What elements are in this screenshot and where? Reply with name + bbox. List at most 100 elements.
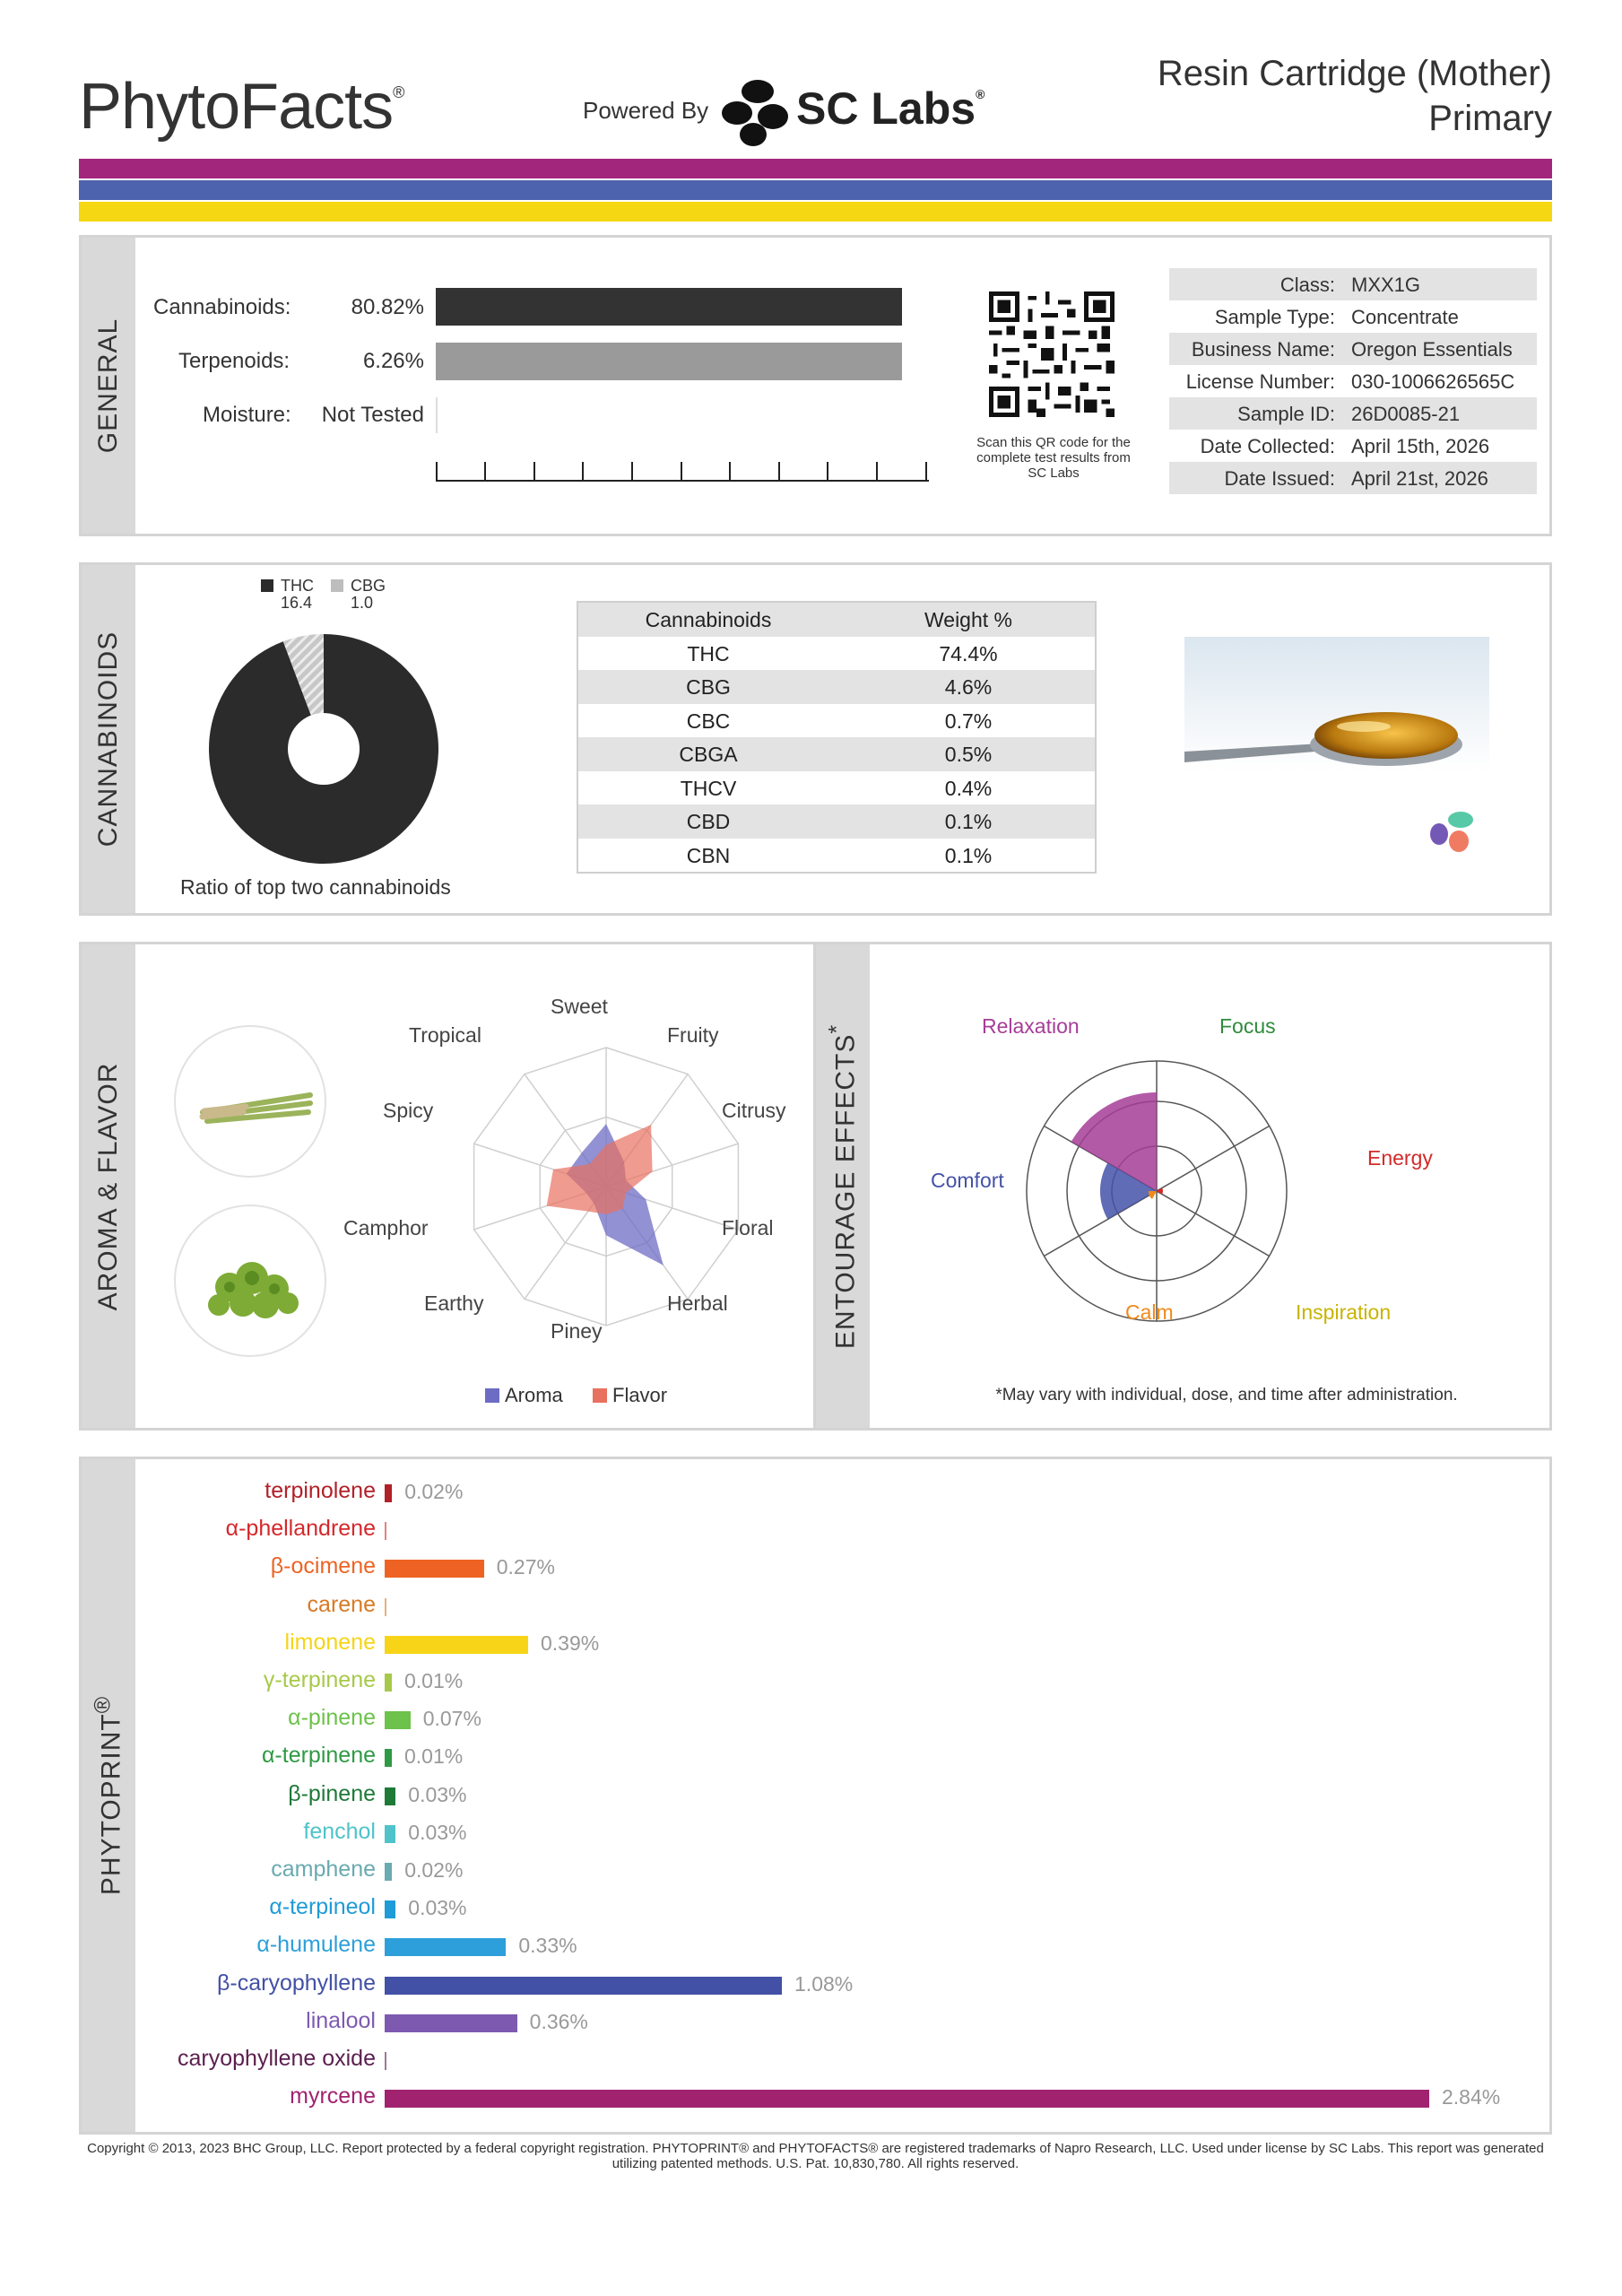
brand-mark: ® [393,83,404,101]
cannabinoids-label: Cannabinoids: [153,295,291,319]
terpene-bar [385,1938,507,1957]
terpene-name: terpinolene [265,1478,376,1503]
effects-tab: ENTOURAGE EFFECTS* [816,944,870,1428]
phytofacts-logo: PhytoFacts® [79,70,404,144]
cell-weight: 0.1% [944,810,993,833]
stripe-yellow [79,202,1552,222]
radar-label-camphor: Camphor [343,1216,429,1239]
terpene-bar [385,2090,1429,2109]
aroma-tab: AROMA & FLAVOR [82,944,135,1428]
info-value: 030-1006626565C [1351,370,1515,393]
cannabinoids-tab: CANNABINOIDS [82,565,135,913]
flavor-series-polygon [546,1125,653,1214]
effect-label-focus: Focus [1219,1014,1276,1038]
info-row-date-issued: Date Issued: April 21st, 2026 [1169,462,1537,494]
phytoprint-tab: PHYTOPRINT® [82,1459,135,2132]
qr-code-icon[interactable] [989,291,1115,417]
lab-mark: ® [976,87,985,101]
terpene-bar [385,1976,783,1995]
radar-label-floral: Floral [722,1216,774,1239]
cell-weight: 0.4% [944,776,993,800]
cell-name: CBD [686,810,731,833]
info-value: Concentrate [1351,306,1459,328]
radar-label-tropical: Tropical [409,1023,481,1047]
sc-labs-mark-icon [1430,812,1473,852]
terpene-bar [385,1635,528,1654]
terpene-bar [385,1674,392,1692]
terpene-bar [385,1484,393,1502]
brand-name: PhytoFacts [79,71,394,143]
effects-label-text: ENTOURAGE EFFECTS [830,1033,861,1349]
terpene-bar [385,1824,396,1843]
effect-label-energy: Energy [1367,1146,1433,1170]
entourage-effects-chart [1026,1060,1288,1322]
terpene-name: β-ocimene [270,1553,376,1579]
terpene-bar [385,1749,392,1768]
legend-aroma-label: Aroma [505,1384,563,1406]
terpene-name: limonene [284,1629,376,1655]
table-row: THCV 0.4% [578,771,1095,805]
terpene-name: myrcene [290,2083,376,2109]
lab-name: SC Labs [796,83,976,134]
info-row-sample-id: Sample ID: 26D0085-21 [1169,397,1537,430]
terpene-name: β-pinene [288,1780,376,1806]
product-title: Resin Cartridge (Mother) [1157,54,1552,93]
info-row-class: Class: MXX1G [1169,268,1537,300]
info-key: Sample Type: [1214,306,1335,328]
legend-cbg-value: 1.0 [351,594,374,612]
table-header: Cannabinoids Weight % [578,603,1095,637]
table-row: CBD 0.1% [578,804,1095,839]
terpene-value: 0.39% [540,1631,600,1655]
cell-weight: 4.6% [944,675,993,699]
cell-weight: 74.4% [939,641,998,665]
radar-label-spicy: Spicy [383,1099,434,1122]
radar-label-sweet: Sweet [551,995,608,1018]
moisture-bar [436,397,438,433]
cell-weight: 0.1% [944,843,993,867]
cell-name: THC [687,641,730,665]
info-key: Sample ID: [1237,403,1335,425]
cell-name: CBGA [679,743,738,766]
table-row: CBGA 0.5% [578,737,1095,771]
terpene-bar [385,1522,386,1541]
terpene-name: linalool [306,2007,376,2033]
terpene-value: 0.03% [408,1896,467,1920]
terpene-value: 0.27% [496,1555,555,1579]
terpene-bar [385,1597,386,1616]
ratio-caption: Ratio of top two cannabinoids [180,875,451,899]
legend-thc-value: 16.4 [281,594,313,612]
calm-wedge [1148,1191,1157,1199]
powered-by-text: Powered By [583,97,709,124]
terpene-value: 0.03% [408,1782,467,1806]
aroma-section-label: AROMA & FLAVOR [93,1062,123,1310]
terpene-bar [385,2052,386,2070]
cannabinoid-ratio-donut [209,634,438,864]
effect-label-calm: Calm [1125,1300,1174,1324]
comfort-wedge [1099,1162,1157,1220]
cannabinoids-value: 80.82% [351,295,424,319]
info-value: MXX1G [1351,274,1421,296]
info-value: Oregon Essentials [1351,338,1513,361]
radar-label-herbal: Herbal [667,1292,728,1315]
stripe-blue [79,180,1552,200]
terpene-value: 0.07% [422,1707,481,1731]
terpene-value: 2.84% [1442,2085,1501,2109]
sc-labs-name: SC Labs® [796,83,984,135]
cell-name: THCV [680,776,737,800]
radar-label-fruity: Fruity [667,1023,719,1047]
effect-label-comfort: Comfort [931,1169,1004,1192]
terpene-name: carene [307,1591,376,1617]
cell-name: CBN [686,843,731,867]
terpenoids-bar [436,343,902,380]
info-row-business-name: Business Name: Oregon Essentials [1169,333,1537,365]
terpene-name: α-terpinene [261,1743,376,1769]
legend-cbg-swatch [331,579,343,592]
info-key: Business Name: [1191,338,1335,361]
table-row: THC 74.4% [578,637,1095,671]
terpene-name: α-phellandrene [225,1516,376,1542]
legend-cbg-name: CBG [351,577,386,595]
bar-axis [436,462,929,482]
general-tab: GENERAL [82,238,135,534]
info-value: 26D0085-21 [1351,403,1461,425]
general-label: GENERAL [93,317,123,454]
